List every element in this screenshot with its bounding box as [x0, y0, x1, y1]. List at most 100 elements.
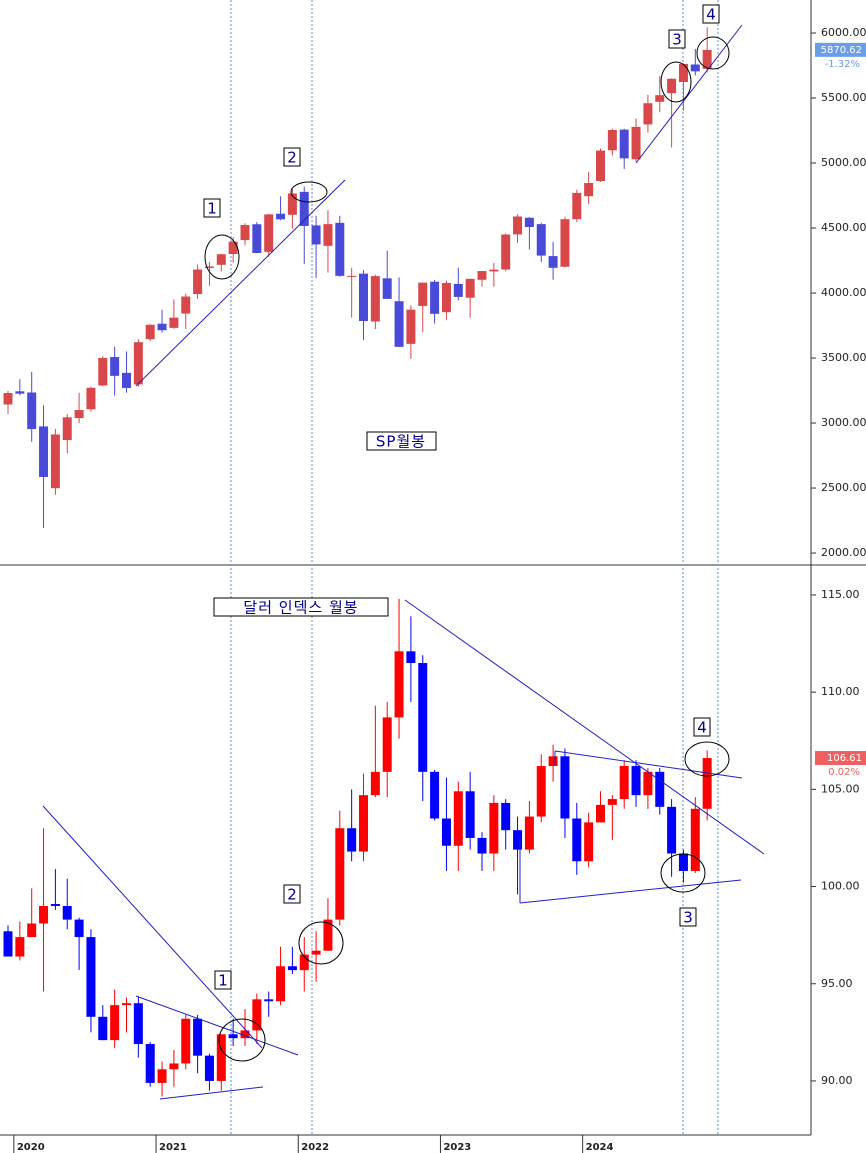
candle-body	[323, 919, 333, 951]
x-tick-label: 2024	[586, 1142, 614, 1153]
candle-body	[584, 822, 594, 862]
candle-body	[430, 771, 440, 819]
candle-body	[311, 950, 321, 955]
candle-body	[133, 1003, 143, 1045]
candle-body	[406, 309, 416, 344]
candle-body	[169, 1063, 179, 1070]
chart-title: SP월봉	[376, 433, 426, 451]
candle-body	[631, 766, 641, 796]
candle-body	[370, 771, 380, 796]
vertical-guides	[230, 0, 719, 1135]
candle-body	[418, 282, 428, 306]
candle-body	[513, 216, 523, 235]
candle-body	[584, 183, 594, 197]
candle-body	[690, 64, 700, 72]
candle-body	[607, 130, 617, 151]
candle-body	[62, 905, 72, 920]
candle-body	[181, 296, 191, 314]
candle-body	[536, 766, 546, 817]
trend-lines	[42, 24, 765, 1100]
candle-body	[299, 191, 309, 226]
marker: 3	[683, 909, 693, 927]
x-tick-label: 2020	[17, 1142, 45, 1153]
candle-body	[157, 1069, 167, 1083]
candle-body	[122, 1003, 131, 1006]
candle-body	[477, 271, 487, 280]
marker: 4	[706, 6, 716, 24]
candle-body	[619, 766, 629, 800]
candle-body	[382, 278, 392, 299]
candle-body	[524, 816, 534, 850]
candle-body	[74, 410, 84, 419]
markers: 1 2 3 4 1 2 3 4	[203, 4, 720, 990]
y-tick-label: 6000.00	[821, 26, 866, 39]
candle-body	[39, 426, 49, 477]
candle-body	[216, 254, 226, 265]
candle-body	[299, 954, 309, 971]
candle-body	[347, 275, 357, 277]
change-label: 0.02%	[828, 767, 860, 778]
x-tick-label: 2023	[443, 1142, 471, 1153]
candle-body	[27, 392, 37, 430]
candle-body	[536, 224, 546, 256]
chart-title: 달러 인덱스 월봉	[243, 599, 358, 617]
candle-body	[216, 1034, 226, 1081]
change-label: -1.32%	[825, 59, 860, 70]
candle-body	[560, 219, 570, 267]
candle-body	[50, 904, 60, 906]
candle-body	[193, 1018, 203, 1056]
candle-body	[98, 1016, 108, 1041]
candle-body	[465, 278, 475, 298]
candle-body	[145, 1044, 155, 1083]
candle-body	[643, 103, 653, 125]
candle-body	[382, 717, 392, 772]
candle-body	[453, 791, 463, 846]
candle-body	[3, 931, 13, 957]
candle-body	[501, 234, 511, 270]
candle-body	[667, 78, 677, 94]
y-tick-label: 3000.00	[821, 416, 866, 429]
candle-body	[406, 651, 416, 663]
last-price: 5870.62	[821, 45, 862, 56]
marker: 1	[218, 972, 228, 990]
last-price-box	[815, 751, 866, 766]
candle-body	[524, 217, 534, 227]
candle-body	[477, 837, 487, 854]
candle-body	[27, 923, 37, 938]
candle-body	[347, 828, 357, 852]
candle-body	[204, 266, 214, 268]
last-price: 106.61	[827, 753, 862, 764]
candle-body	[359, 273, 368, 321]
candle-body	[394, 301, 404, 347]
candle-body	[228, 1034, 238, 1039]
candle-body	[252, 999, 262, 1031]
marker: 2	[287, 886, 297, 904]
candle-body	[619, 129, 629, 159]
candle-body	[596, 804, 605, 823]
candle-body	[311, 225, 321, 245]
candle-body	[548, 256, 558, 268]
y-tick-label: 110.00	[821, 685, 860, 698]
candle-body	[240, 225, 250, 241]
candle-body	[370, 276, 380, 322]
candle-body	[441, 283, 451, 313]
y-tick-label: 100.00	[821, 880, 860, 893]
y-tick-label: 105.00	[821, 782, 860, 795]
candle-body	[110, 356, 120, 376]
x-tick-label: 2021	[159, 1142, 187, 1153]
candle-body	[631, 126, 641, 160]
candle-body	[15, 937, 25, 957]
candle-body	[122, 372, 131, 388]
y-tick-label: 90.00	[821, 1074, 853, 1087]
candle-body	[228, 241, 238, 255]
candle-body	[204, 1055, 214, 1081]
candle-body	[193, 269, 203, 295]
candle-body	[15, 391, 25, 394]
candle-body	[133, 342, 143, 385]
y-tick-label: 5500.00	[821, 91, 866, 104]
candle-body	[169, 317, 179, 328]
marker: 1	[207, 200, 217, 218]
marker: 3	[672, 31, 682, 49]
candle-body	[702, 758, 712, 809]
